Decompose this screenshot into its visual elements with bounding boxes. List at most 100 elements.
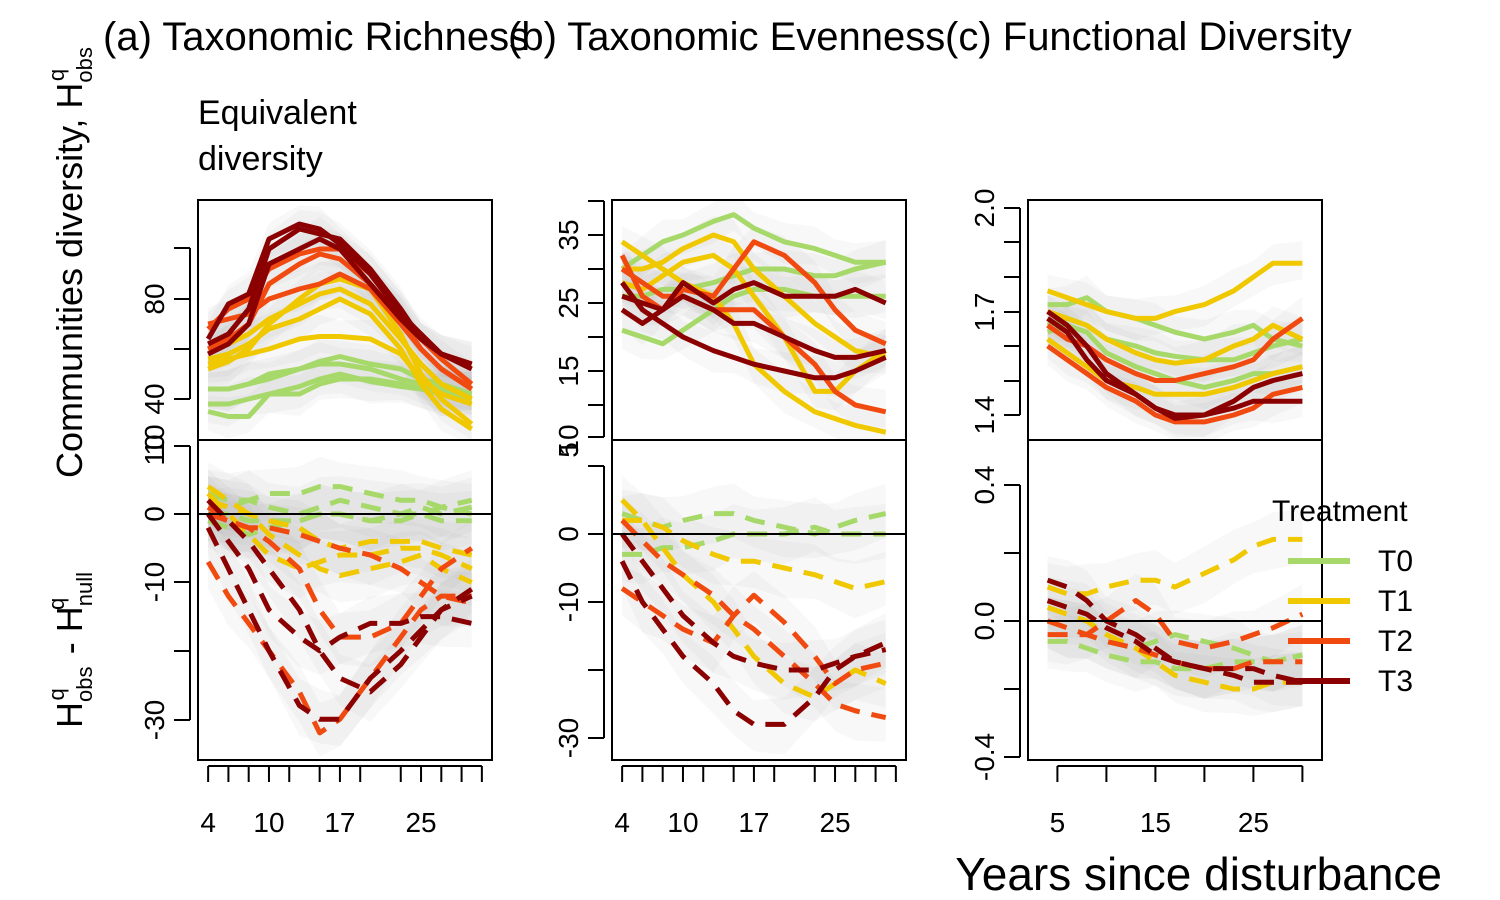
x-tick-label-b-0: 4 <box>614 807 630 838</box>
y-tick-label-bottom-a-2: -10 <box>139 562 170 602</box>
y-tick-label-bottom-a-3: -30 <box>139 700 170 740</box>
y-tick-label-bottom-b-1: 0 <box>553 526 584 542</box>
series-line-c-bottom-t1-2 <box>1046 536 1303 597</box>
svg-text:Hobsq - Hnullq: Hobsq - Hnullq <box>44 572 97 728</box>
ylabel-bottom-sup1: q <box>44 688 69 700</box>
x-tick-label-a-3: 25 <box>405 807 436 838</box>
band-c-top-9 <box>1047 295 1303 437</box>
band-a-top-13 <box>208 205 472 380</box>
y-tick-label-bottom-b-2: -10 <box>553 582 584 622</box>
panel-title-b: (b) Taxonomic Evenness <box>508 15 945 59</box>
ylabel-top-main: Communities diversity, H <box>49 83 90 478</box>
series-line-a-top-t1-5 <box>207 334 473 407</box>
series-line-b-top-t3-10 <box>620 293 887 360</box>
frame-b-bottom <box>611 439 907 761</box>
y-tick-label-top-a-2: 10 <box>139 424 170 455</box>
series-line-c-bottom-t2-5 <box>1046 618 1303 672</box>
y-tick-label-bottom-b-3: -30 <box>553 718 584 758</box>
band-a-top-10 <box>208 232 472 405</box>
ylabel-bottom-sub2: null <box>72 572 97 606</box>
series-line-b-top-t1-5 <box>621 252 888 394</box>
series-line-a-top-t1-7 <box>207 286 473 402</box>
band-b-top-4 <box>622 216 886 374</box>
series-line-c-top-t2-6 <box>1046 343 1303 425</box>
y-tick-label-bottom-c-2: -0.4 <box>969 733 1000 781</box>
y-tick-label-bottom-a-0: 10 <box>139 434 170 465</box>
x-tick-label-a-0: 4 <box>200 807 216 838</box>
band-b-top-5 <box>622 236 886 411</box>
band-c-top-3 <box>1047 241 1303 341</box>
series-line-c-top-t1-5 <box>1046 337 1303 397</box>
series-line-a-bottom-t2-7 <box>205 560 472 736</box>
series-line-a-bottom-t2-9 <box>206 505 474 640</box>
x-tick-label-b-2: 17 <box>738 807 769 838</box>
band-b-bottom-2 <box>622 476 886 722</box>
series-line-c-bottom-t0-0 <box>1047 638 1303 672</box>
x-tick-label-c-0: 5 <box>1050 807 1066 838</box>
band-a-bottom-11 <box>208 490 472 675</box>
legend-label-t1: T1 <box>1378 585 1413 618</box>
series-line-b-bottom-t2-4 <box>620 586 887 687</box>
series-line-c-top-t3-9 <box>1046 309 1303 418</box>
x-tick-label-b-3: 25 <box>819 807 850 838</box>
band-b-bottom-3 <box>622 493 886 619</box>
y-tick-label-bottom-b-0: 5 <box>553 442 584 458</box>
series-line-b-bottom-t1-3 <box>622 517 887 591</box>
band-b-bottom-4 <box>622 564 886 711</box>
y-tick-label-top-b-1: 25 <box>553 287 584 318</box>
ylabel-bottom-minus: - H <box>49 606 90 664</box>
series-line-a-bottom-t0-3 <box>208 504 473 524</box>
y-tick-label-top-b-0: 35 <box>553 219 584 250</box>
annotation-line1: Equivalent <box>198 94 357 132</box>
band-a-top-2 <box>208 360 472 426</box>
legend-label-t3: T3 <box>1378 665 1413 698</box>
panel-title-a: (a) Taxonomic Richness <box>103 15 529 59</box>
series-line-b-bottom-t3-7 <box>620 532 887 673</box>
series-line-a-bottom-t3-12 <box>206 498 474 695</box>
series-line-c-top-t0-2 <box>1046 322 1303 390</box>
ylabel-top: Communities diversity, Hobsq <box>44 47 97 478</box>
series-line-a-bottom-t1-6 <box>207 497 473 558</box>
band-c-top-7 <box>1047 296 1303 400</box>
y-tick-label-top-b-2: 15 <box>553 355 584 386</box>
series-line-b-top-t1-3 <box>620 239 887 435</box>
series-line-c-bottom-t1-3 <box>1046 605 1303 692</box>
y-tick-label-top-c-0: 2.0 <box>969 189 1000 228</box>
x-tick-label-c-2: 25 <box>1238 807 1269 838</box>
y-tick-label-bottom-c-1: 0.0 <box>969 602 1000 641</box>
axes: 804010100-10-303525151050-10-302.01.71.4… <box>139 189 1304 838</box>
panel-title-c: (c) Functional Diversity <box>945 15 1352 59</box>
x-tick-label-a-2: 17 <box>324 807 355 838</box>
band-a-bottom-7 <box>208 537 472 757</box>
y-tick-label-top-a-0: 80 <box>139 283 170 314</box>
series-line-b-bottom-t3-6 <box>619 560 887 727</box>
series-line-c-bottom-t3-6 <box>1046 577 1303 685</box>
series-line-a-bottom-t0-2 <box>207 484 473 510</box>
series-line-a-bottom-t3-10 <box>205 526 473 722</box>
band-b-bottom-5 <box>622 496 886 742</box>
y-tick-label-top-c-2: 1.4 <box>969 396 1000 435</box>
ylabel-top-sup: q <box>44 69 69 81</box>
svg-text:Communities diversity, Hobsq: Communities diversity, Hobsq <box>44 47 97 478</box>
band-b-bottom-1 <box>622 497 886 585</box>
band-a-bottom-10 <box>208 503 472 747</box>
series-line-b-bottom-t0-1 <box>622 524 886 557</box>
frame-a-bottom <box>197 439 493 761</box>
y-tick-label-top-c-1: 1.7 <box>969 293 1000 332</box>
series-line-c-top-t0-1 <box>1047 295 1303 349</box>
y-tick-label-bottom-c-0: 0.4 <box>969 466 1000 505</box>
legend-items: T0 T1 T2 T3 <box>1288 545 1413 698</box>
x-tick-label-c-1: 15 <box>1140 807 1171 838</box>
band-b-bottom-6 <box>622 537 886 755</box>
series-line-b-top-t2-7 <box>620 266 887 415</box>
band-c-top-1 <box>1047 275 1303 362</box>
series-line-a-top-t3-13 <box>205 221 473 367</box>
band-a-top-7 <box>208 272 472 415</box>
band-c-top-5 <box>1047 323 1303 417</box>
series-line-b-top-t0-1 <box>620 212 886 272</box>
band-a-top-9 <box>208 227 472 400</box>
band-a-bottom-5 <box>208 469 472 599</box>
annotation-line2: diversity <box>198 140 323 178</box>
x-tick-label-b-1: 10 <box>667 807 698 838</box>
ylabel-top-sub: obs <box>72 47 97 82</box>
